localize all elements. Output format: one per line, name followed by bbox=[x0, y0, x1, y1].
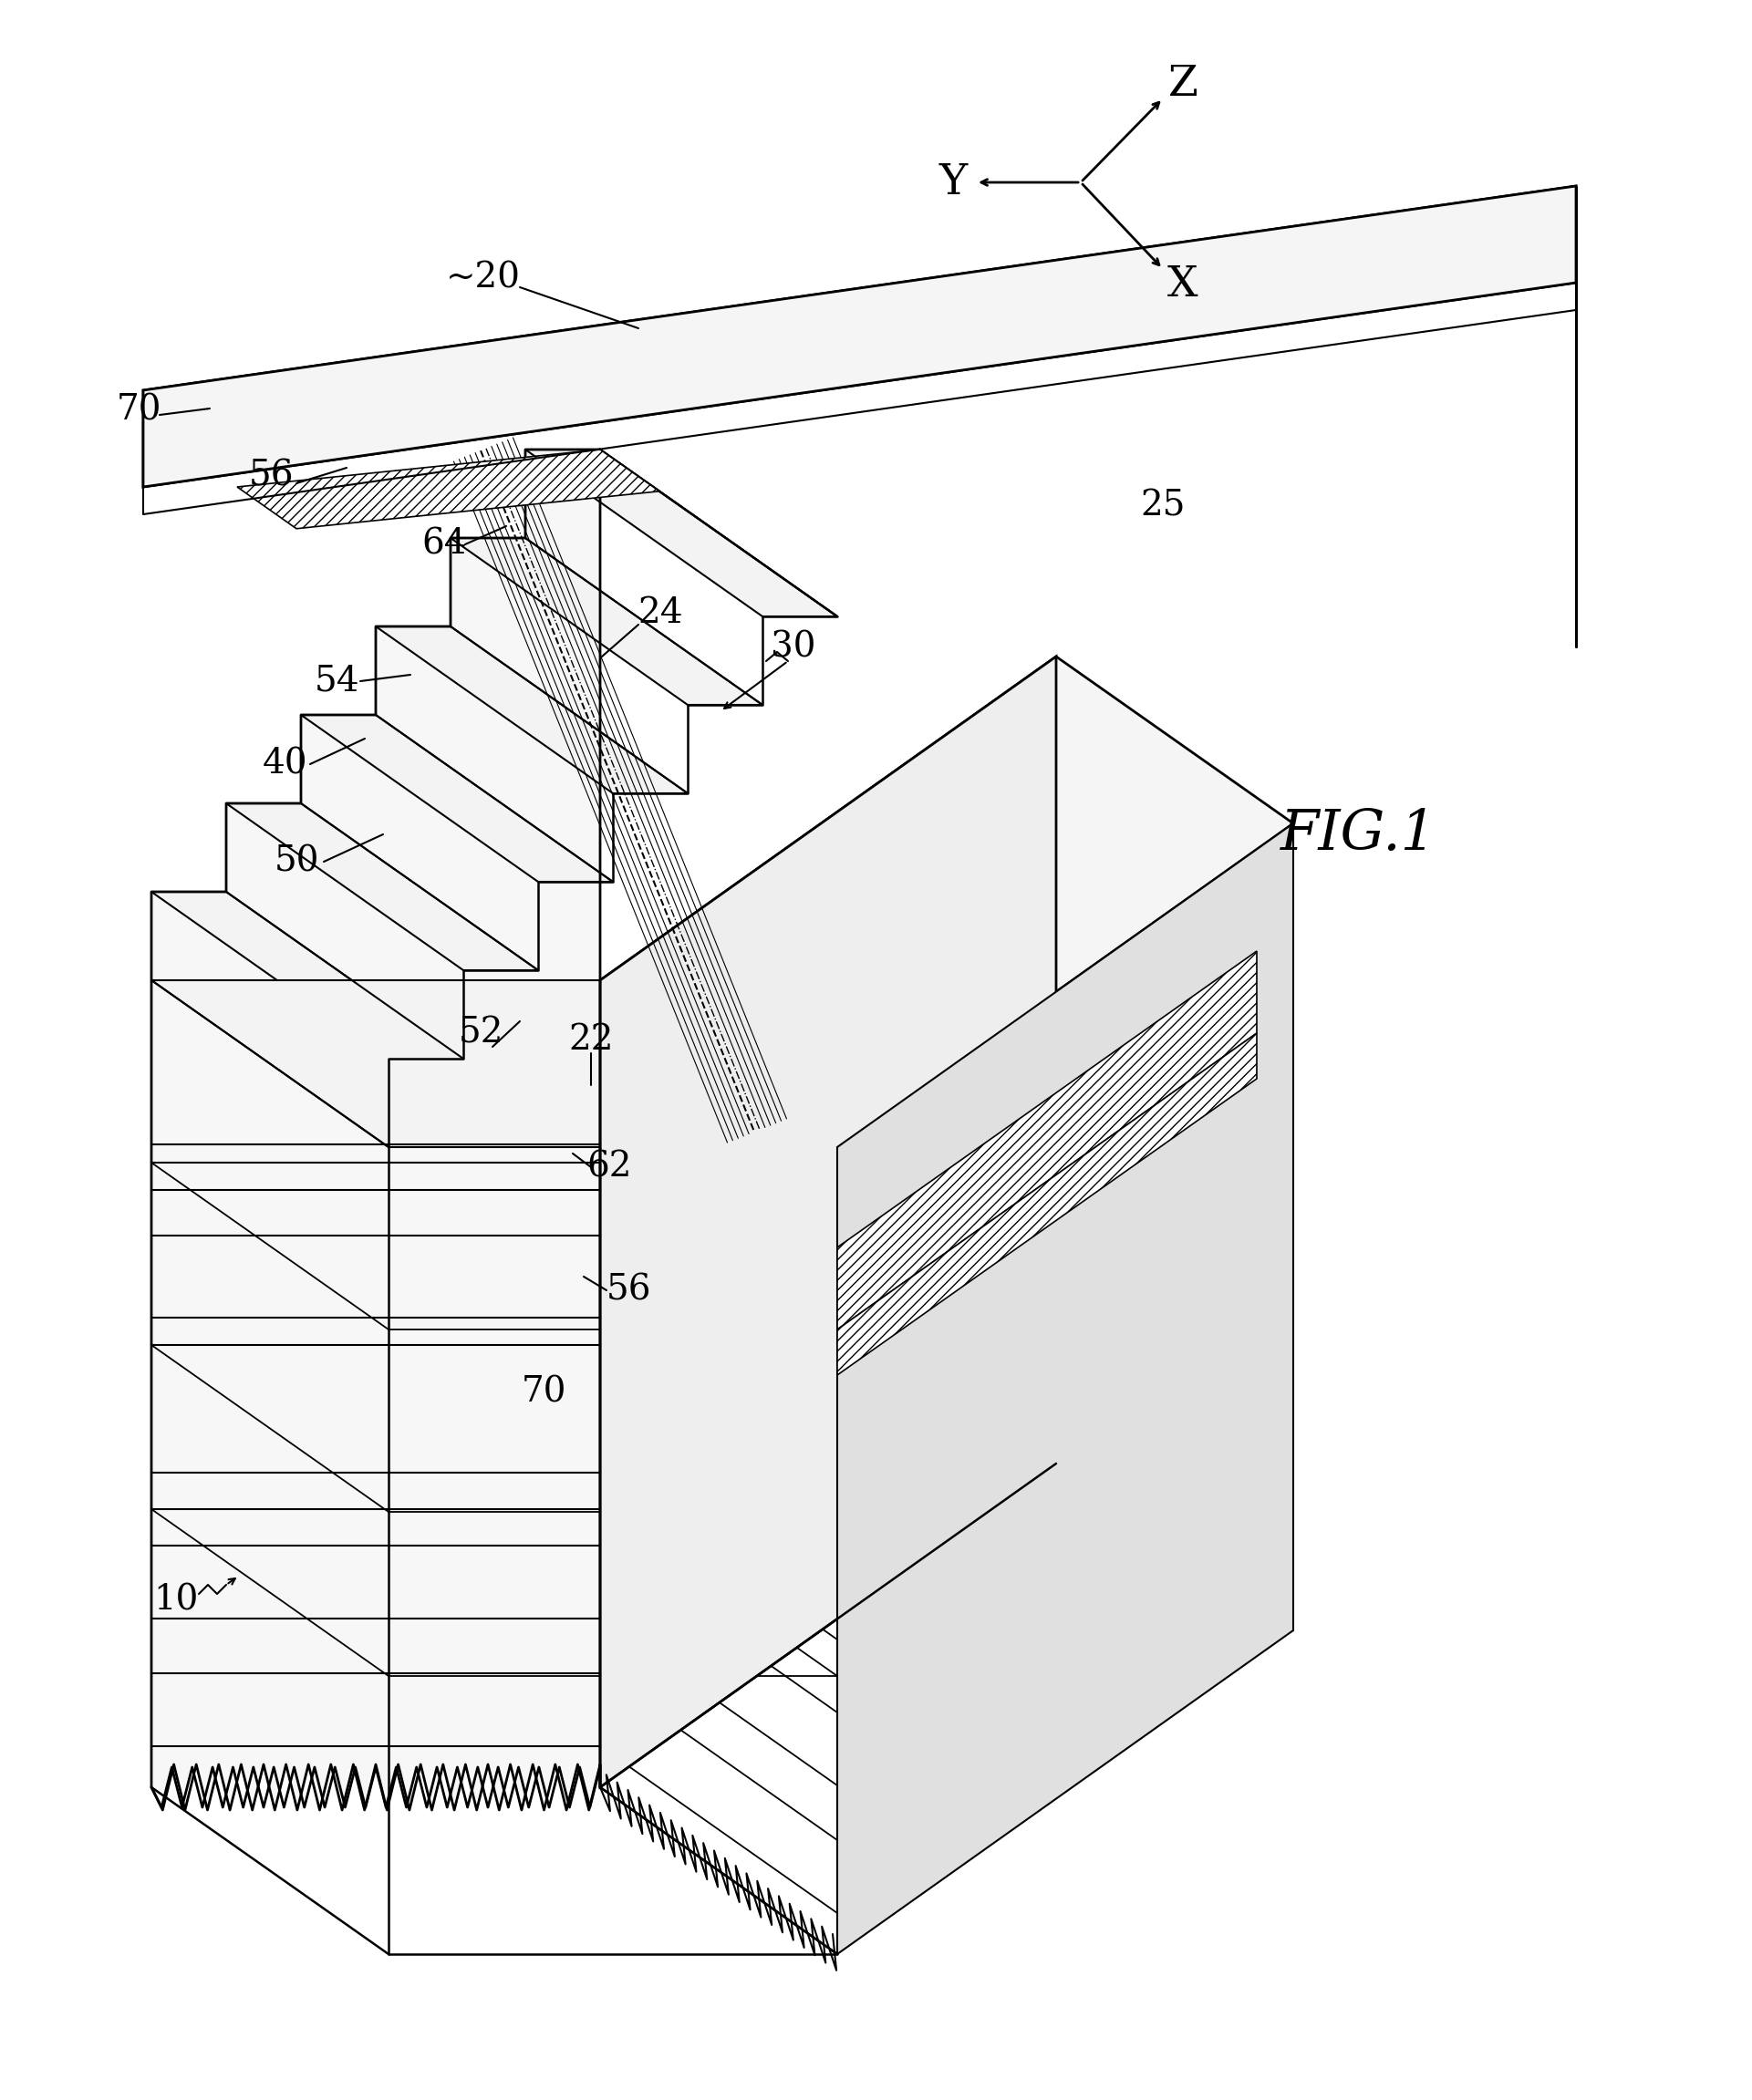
Polygon shape bbox=[151, 449, 601, 1810]
Polygon shape bbox=[144, 187, 1577, 487]
Text: FIG.1: FIG.1 bbox=[1281, 806, 1437, 861]
Text: 25: 25 bbox=[1141, 489, 1186, 523]
Polygon shape bbox=[151, 981, 837, 1147]
Polygon shape bbox=[151, 892, 463, 1058]
Polygon shape bbox=[837, 1033, 1256, 1376]
Text: 56: 56 bbox=[606, 1273, 652, 1306]
Polygon shape bbox=[144, 391, 296, 433]
Text: 56: 56 bbox=[249, 460, 293, 494]
Polygon shape bbox=[601, 657, 1056, 1787]
Text: 70: 70 bbox=[116, 393, 161, 426]
Text: 24: 24 bbox=[638, 596, 683, 630]
Text: 50: 50 bbox=[273, 844, 319, 878]
Text: ~20: ~20 bbox=[447, 260, 520, 294]
Polygon shape bbox=[601, 657, 1293, 1147]
Polygon shape bbox=[226, 804, 538, 970]
Text: 64: 64 bbox=[422, 527, 466, 561]
Text: 22: 22 bbox=[568, 1023, 613, 1056]
Text: 70: 70 bbox=[520, 1376, 566, 1409]
Text: 30: 30 bbox=[771, 630, 816, 664]
Text: 54: 54 bbox=[315, 664, 361, 697]
Text: 62: 62 bbox=[587, 1151, 632, 1184]
Polygon shape bbox=[837, 951, 1256, 1329]
Text: X: X bbox=[1167, 265, 1198, 304]
Polygon shape bbox=[526, 449, 837, 617]
Text: Y: Y bbox=[939, 162, 967, 204]
Polygon shape bbox=[375, 626, 689, 794]
Text: 10: 10 bbox=[154, 1583, 198, 1617]
Text: 40: 40 bbox=[263, 748, 308, 781]
Polygon shape bbox=[450, 538, 762, 706]
Text: Z: Z bbox=[1169, 63, 1198, 105]
Polygon shape bbox=[301, 714, 613, 882]
Polygon shape bbox=[144, 187, 1577, 487]
Polygon shape bbox=[837, 823, 1293, 1955]
Text: 52: 52 bbox=[457, 1016, 503, 1050]
Polygon shape bbox=[237, 449, 659, 529]
